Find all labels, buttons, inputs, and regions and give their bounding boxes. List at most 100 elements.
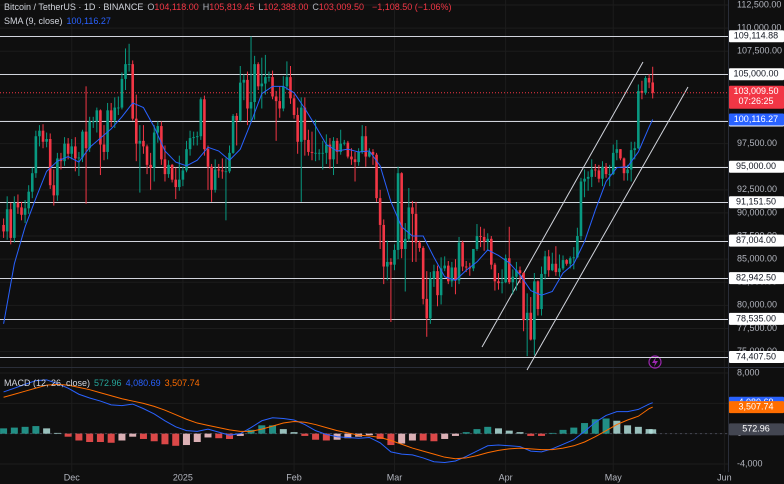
level-box [729,196,784,209]
level-box [729,160,784,173]
candle-body [289,77,292,99]
histogram-bar [484,426,492,434]
candle-body [120,78,124,108]
candle-body [450,267,454,282]
candle-body [56,158,59,196]
candle-body [507,258,511,283]
candle-body [601,166,604,179]
sma-box [729,113,784,126]
histogram-bar [548,432,556,434]
candle-body [102,144,106,152]
histogram-bar [64,433,72,437]
x-tick-label: Jun [717,472,732,482]
histogram-bar [75,433,83,441]
candle-body [52,185,56,196]
candle-body [457,242,461,281]
candle-body [475,236,479,249]
x-tick-label: Dec [64,472,81,482]
candle-body [314,152,317,154]
candle-body [188,138,192,150]
candle-body [99,110,102,145]
ohlc-key: H [202,2,210,12]
macd-line [3,383,653,460]
histogram-bar [0,428,8,434]
level-label: 87,004.00 [736,235,776,245]
signal-value: 3,507.74 [164,378,200,388]
candle-body [364,136,368,157]
histogram-bar [322,433,330,441]
candle-body [378,198,382,225]
candle-body [264,77,267,84]
candle-body [84,131,88,149]
alert-icon[interactable] [648,355,662,369]
histogram-bar [613,420,621,434]
candle-body [138,140,142,144]
countdown-label: 07:26:25 [738,96,773,106]
histogram-bar [150,433,158,442]
candle-body [299,107,303,142]
histogram-bar [96,433,104,443]
candle-body [375,154,378,199]
last-price-box [729,85,784,109]
candle-body [651,82,654,93]
candle-body [637,90,640,149]
candle-body [145,146,149,165]
level-box [729,351,784,364]
candle-body [192,137,195,139]
level-box [729,234,784,247]
candle-body [95,110,99,122]
symbol-legend: Bitcoin / TetherUS · 1D · BINANCE O104,11… [4,2,456,12]
ohlc-key: L [258,2,264,12]
candle-body [353,159,357,163]
histogram-bar [408,433,416,441]
candle-body [579,181,583,237]
y-tick-label: 77,500.00 [737,323,777,333]
candle-body [328,144,332,160]
histogram-bar [53,432,61,434]
candle-body [23,208,27,215]
histogram-bar [441,433,449,439]
candle-body [296,114,299,142]
histogram-bar [161,433,169,445]
candle-body [2,224,5,232]
histogram-bar [649,429,657,434]
candle-body [576,236,579,258]
candle-body [152,132,156,168]
candle-body [368,151,371,157]
candle-body [586,176,590,179]
candle-body [568,258,572,264]
candle-body [411,207,414,214]
macd-value: 4,080.69 [125,378,161,388]
price-change: −1,108.50 (−1.06%) [371,2,452,12]
sma-label: 100,116.27 [734,114,778,124]
candle-body [615,149,619,153]
candle-body [350,156,353,160]
level-label: 82,942.50 [736,273,776,283]
candle-body [91,121,95,123]
y-tick-label: 92,500.00 [737,184,777,194]
candle-body [561,260,565,269]
histogram-bar [172,433,180,446]
y-tick-label: 8,000 [737,367,760,377]
candle-body [224,171,228,173]
candle-body [228,152,231,172]
y-tick-label: 112,500.00 [737,0,781,9]
candle-body [213,169,217,190]
candle-body [199,99,203,137]
candle-body [30,173,34,192]
level-label: 91,151.50 [736,197,776,207]
candle-body [142,140,145,147]
candle-body [231,115,235,153]
macd-legend: MACD (12, 26, close) 572.96 4,080.69 3,507.… [4,378,204,388]
histogram-bar [43,428,51,434]
price-pane [0,36,728,358]
candle-body [34,136,38,174]
candle-body [178,179,181,188]
y-tick-label: 85,000.00 [737,254,777,264]
candle-body [117,107,120,109]
ohlc-value: 105,819.45 [209,2,255,12]
candle-body [479,236,482,237]
candle-body [285,77,289,87]
histogram-bar [494,428,502,434]
candle-body [446,265,450,282]
